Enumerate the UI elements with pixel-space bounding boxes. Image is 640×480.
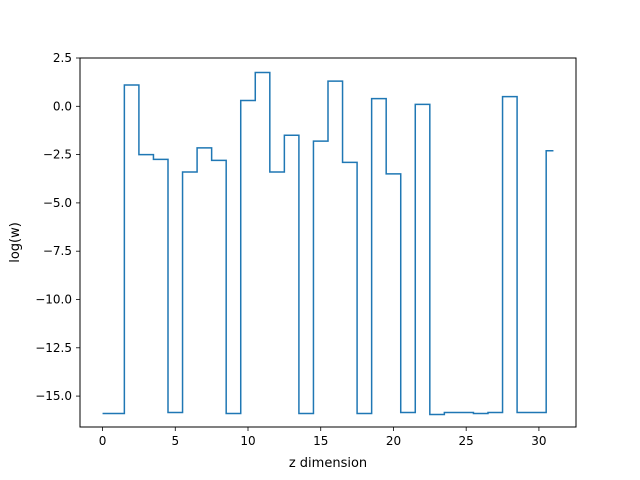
y-tick-label: −2.5	[43, 148, 72, 162]
x-tick-label: 30	[531, 434, 546, 448]
y-axis-label: log(w)	[8, 222, 23, 263]
x-tick-label: 10	[240, 434, 255, 448]
x-tick-label: 25	[459, 434, 474, 448]
x-tick-label: 0	[99, 434, 107, 448]
x-tick-label: 20	[386, 434, 401, 448]
x-tick-label: 5	[171, 434, 179, 448]
x-axis-label: z dimension	[289, 456, 367, 471]
plot-area-frame	[79, 57, 577, 428]
y-tick-label: −15.0	[35, 389, 72, 403]
x-tick-label: 15	[313, 434, 328, 448]
y-tick-label: 2.5	[53, 51, 72, 65]
y-tick-label: −7.5	[43, 244, 72, 258]
y-tick-label: −5.0	[43, 196, 72, 210]
y-tick-label: −12.5	[35, 341, 72, 355]
y-tick-label: −10.0	[35, 292, 72, 306]
y-tick-label: 0.0	[53, 99, 72, 113]
series-line	[102, 71, 554, 416]
